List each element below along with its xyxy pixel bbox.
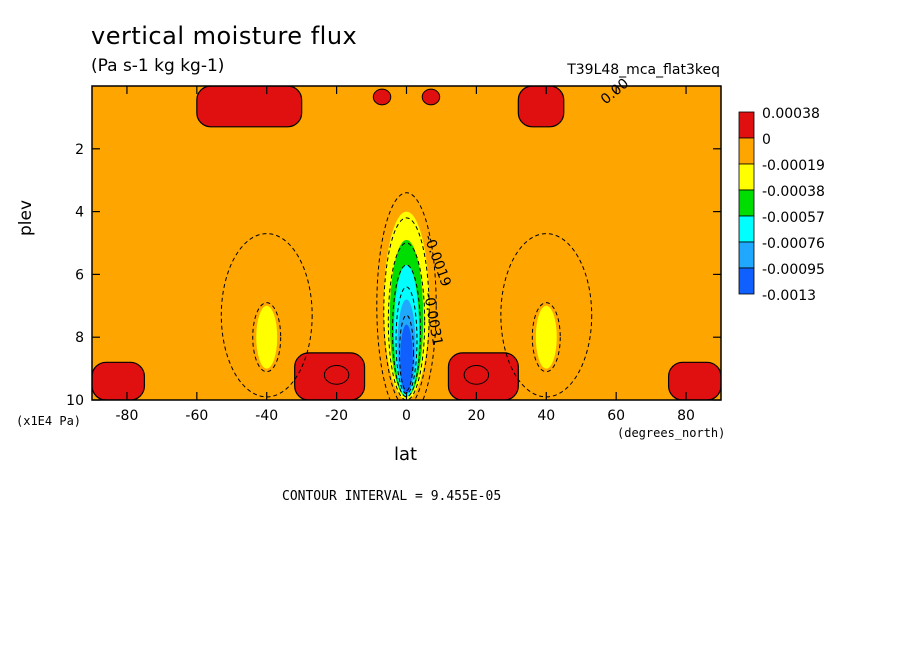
legend-swatch xyxy=(738,215,755,243)
x-tick-label: 40 xyxy=(537,408,555,424)
y-tick-label: 8 xyxy=(75,330,84,346)
legend-swatch xyxy=(738,163,755,191)
y-tick-label: 6 xyxy=(75,267,84,283)
legend-label: 0 xyxy=(762,132,771,148)
red-spot-right xyxy=(421,88,441,106)
legend-swatch xyxy=(738,189,755,217)
x-tick-label: -40 xyxy=(255,408,278,424)
run-label: T39L48_mca_flat3keq xyxy=(567,62,720,78)
contour-fill-area xyxy=(92,86,721,400)
contour-interval-note: CONTOUR INTERVAL = 9.455E-05 xyxy=(282,489,502,504)
legend-label: -0.00038 xyxy=(762,184,825,200)
contour-line-plume-1 xyxy=(376,192,437,400)
x-tick-label: 60 xyxy=(607,408,625,424)
contour-line-plume-4 xyxy=(392,264,421,398)
legend-label: -0.00095 xyxy=(762,262,825,278)
x-tick-label: -60 xyxy=(185,408,208,424)
legend-label: -0.00057 xyxy=(762,210,825,226)
x-tick-label: 80 xyxy=(677,408,695,424)
red-region-0 xyxy=(196,86,303,128)
legend-label: -0.0013 xyxy=(762,288,816,304)
yellow-region-1 xyxy=(535,305,557,369)
yellow-region-0 xyxy=(256,305,278,369)
legend-swatch xyxy=(738,111,755,139)
y-tick-label: 4 xyxy=(75,205,84,221)
color-legend: 0.00038 0 -0.00019 -0.00038 -0.00057 -0.00076… xyxy=(738,106,825,304)
red-region-2 xyxy=(92,361,146,400)
red-region-1 xyxy=(517,86,565,128)
x-axis: -80 -60 -40 -20 0 20 40 60 80 xyxy=(116,86,695,424)
x-tick-label: -20 xyxy=(325,408,348,424)
contour-line-red-left xyxy=(323,364,350,385)
contour-line-red-right xyxy=(463,364,490,385)
contour-line-plume-6 xyxy=(399,314,414,392)
x-tick-label: 0 xyxy=(402,408,411,424)
legend-label: -0.00019 xyxy=(762,158,825,174)
y-tick-label: 10 xyxy=(66,393,84,409)
red-spot-left xyxy=(372,88,392,106)
plume-band-blue xyxy=(400,324,413,394)
chart-subtitle: (Pa s-1 kg kg-1) xyxy=(91,56,225,76)
legend-label: 0.00038 xyxy=(762,106,820,122)
chart-title: vertical moisture flux xyxy=(91,22,358,50)
legend-swatch xyxy=(738,137,755,165)
x-axis-label: lat xyxy=(394,444,418,465)
legend-label: -0.00076 xyxy=(762,236,825,252)
contour-line-right-inner xyxy=(531,302,561,373)
red-region-3 xyxy=(667,361,721,400)
contour-line-left-inner xyxy=(252,302,282,373)
legend-swatch xyxy=(738,267,755,295)
y-tick-label: 2 xyxy=(75,142,84,158)
x-axis-units: (degrees_north) xyxy=(617,426,726,440)
legend-swatch xyxy=(738,241,755,269)
contour-line-plume-2 xyxy=(383,217,430,400)
y-axis: 2 4 6 8 10 xyxy=(66,142,721,409)
x-tick-label: 20 xyxy=(467,408,485,424)
y-axis-units: (x1E4 Pa) xyxy=(16,414,82,428)
contour-line-plume-5 xyxy=(395,286,418,395)
contour-line-plume-3 xyxy=(387,242,426,400)
x-tick-label: -80 xyxy=(116,408,139,424)
